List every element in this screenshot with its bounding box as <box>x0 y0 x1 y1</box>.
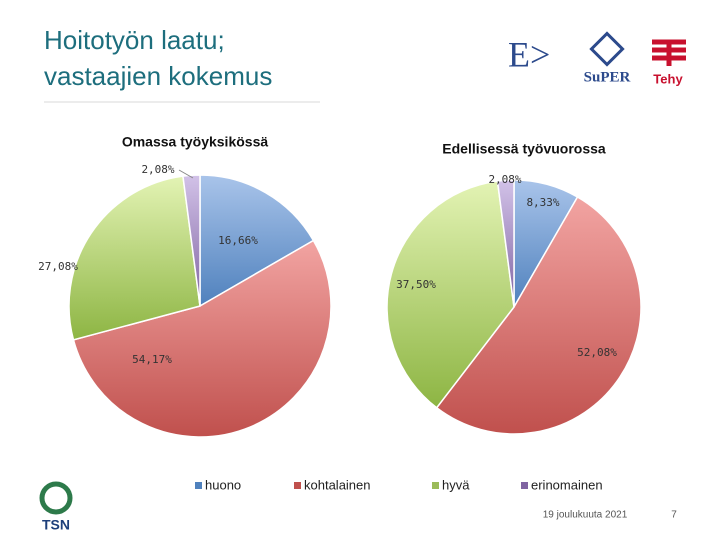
data-label: 2,08% <box>488 173 521 186</box>
legend-swatch <box>521 482 528 489</box>
chart-title: Omassa työyksikössä <box>122 134 269 150</box>
logo-mark <box>39 481 73 515</box>
data-label: 37,50% <box>396 278 436 291</box>
data-label: 54,17% <box>132 353 172 366</box>
pie-slice <box>72 239 332 438</box>
logo: Tehy <box>653 71 683 86</box>
page-number: 7 <box>671 510 677 521</box>
legend-label: hyvä <box>442 477 470 492</box>
chart-title: Edellisessä työvuorossa <box>442 141 606 157</box>
pie-slice <box>68 175 201 341</box>
data-label: 27,08% <box>38 260 78 273</box>
date: 19 joulukuuta 2021 <box>543 510 628 521</box>
data-label: 52,08% <box>577 346 617 359</box>
pie-slice <box>386 180 515 409</box>
legend-swatch <box>432 482 439 489</box>
legend-swatch <box>294 482 301 489</box>
pie-slice <box>199 174 315 308</box>
pie-slice <box>435 195 642 435</box>
slide-title: vastaajien kokemus <box>44 61 272 91</box>
logo: TSN <box>42 517 70 533</box>
logo-mark <box>652 39 686 66</box>
legend-label: huono <box>205 477 241 492</box>
legend-label: kohtalainen <box>304 477 371 492</box>
logo: E> <box>508 34 550 74</box>
legend-swatch <box>195 482 202 489</box>
data-label: 8,33% <box>526 196 559 209</box>
slide-title: Hoitotyön laatu; <box>44 25 225 55</box>
pie-slice <box>182 174 201 307</box>
logo-mark <box>589 31 625 67</box>
pie-slice <box>496 179 515 308</box>
data-label: 2,08% <box>141 163 174 176</box>
data-label: 16,66% <box>218 234 258 247</box>
leader-line <box>178 169 194 179</box>
logo: SuPER <box>584 69 631 85</box>
legend-label: erinomainen <box>531 477 603 492</box>
